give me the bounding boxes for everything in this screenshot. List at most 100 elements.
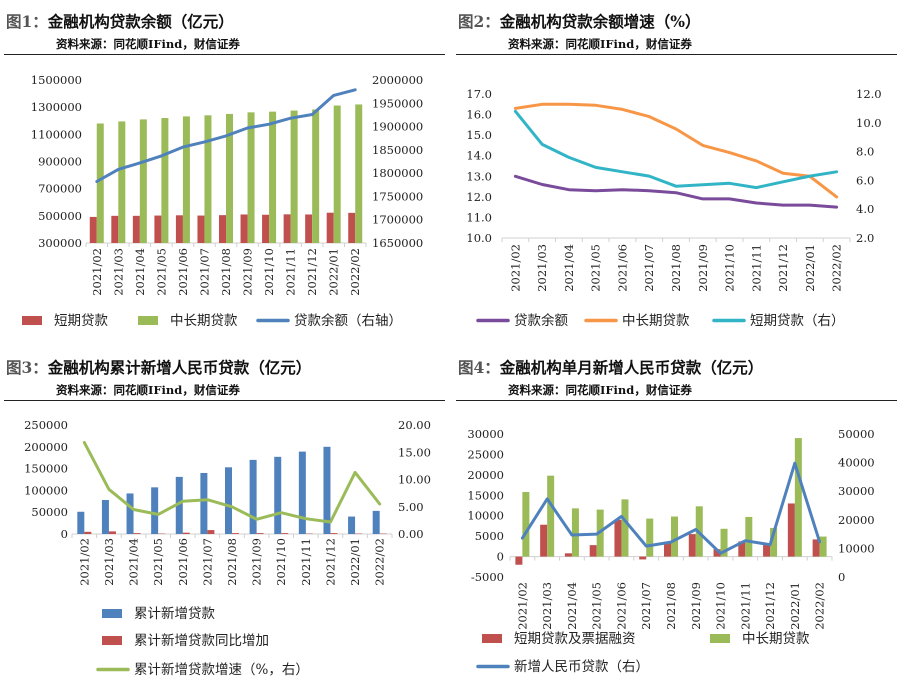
bar xyxy=(330,533,338,534)
x-tick-label: 2021/09 xyxy=(241,248,255,296)
x-tick-label: 2021/05 xyxy=(590,582,604,630)
bar xyxy=(154,215,162,243)
y-tick-label-left: 250000 xyxy=(24,418,68,432)
y-tick-label-left: 10000 xyxy=(467,509,504,523)
x-tick-label: 2021/03 xyxy=(111,248,125,296)
bar xyxy=(226,113,233,243)
panel-fig3: 图3：金融机构累计新增人民币贷款（亿元） 资料来源：同花顺IFind，财信证券 … xyxy=(0,346,451,691)
x-tick-label: 2021/11 xyxy=(738,582,752,630)
x-tick-label: 2021/08 xyxy=(669,244,683,292)
bar xyxy=(713,549,721,557)
loan-balance-chart: 300000 500000 700000 900000 1100000 1300000 15… xyxy=(22,73,423,329)
bar xyxy=(819,536,827,557)
legend-swatch xyxy=(710,634,730,643)
legend-label: 累计新增贷款增速（%，右） xyxy=(134,662,309,678)
x-tick-label: 2022/01 xyxy=(327,248,341,296)
bar xyxy=(720,528,728,557)
y-tick-label-left: 30000 xyxy=(467,427,504,441)
bar xyxy=(812,539,820,557)
y-tick-label-right: 12.0 xyxy=(856,87,882,101)
bar xyxy=(372,510,380,534)
y-tick-label-left: 12.0 xyxy=(466,190,492,204)
x-tick-label: 2021/12 xyxy=(305,248,319,296)
x-tick-label: 2021/02 xyxy=(77,538,91,586)
y-tick-label-right: 20.00 xyxy=(398,418,431,432)
panel-fig4: 图4：金融机构单月新增人民币贷款（亿元） 资料来源：同花顺IFind，财信证券 … xyxy=(452,346,903,691)
x-tick-label: 2021/11 xyxy=(299,538,313,586)
x-tick-label: 2021/04 xyxy=(127,538,141,586)
y-tick-label-right: 5.00 xyxy=(398,500,424,514)
bar xyxy=(133,533,141,534)
legend-label: 中长期贷款 xyxy=(742,631,810,647)
y-tick-label-left: 900000 xyxy=(38,155,82,169)
bar xyxy=(688,534,696,557)
bar xyxy=(333,105,341,243)
panel-fig2: 图2：金融机构贷款余额增速（%） 资料来源：同花顺IFind，财信证券 10.0… xyxy=(452,0,903,345)
x-tick-label: 2021/06 xyxy=(614,582,628,630)
legend-swatch xyxy=(482,634,502,643)
y-tick-label-left: 500000 xyxy=(38,209,82,223)
x-tick-label: 2021/12 xyxy=(763,582,777,630)
bar xyxy=(151,487,159,534)
bar xyxy=(232,533,239,534)
bar xyxy=(745,516,753,557)
chart-title: 图4：金融机构单月新增人民币贷款（亿元） xyxy=(458,358,764,377)
x-tick-label: 2022/01 xyxy=(788,582,802,630)
bar xyxy=(108,531,116,534)
title-rule xyxy=(4,400,445,401)
bar xyxy=(274,456,282,534)
bar xyxy=(175,476,183,534)
bar xyxy=(589,545,597,557)
y-tick-label-right: 50000 xyxy=(838,427,875,441)
bar xyxy=(182,116,190,243)
title-rule xyxy=(456,400,897,401)
y-tick-label-right: 1750000 xyxy=(372,189,423,203)
y-tick-label-right: 8.0 xyxy=(856,145,874,159)
y-tick-label-left: 5000 xyxy=(475,529,504,543)
x-tick-label: 2021/02 xyxy=(90,248,104,296)
y-tick-label-right: 6.0 xyxy=(856,173,874,187)
x-tick-label: 2021/03 xyxy=(540,582,554,630)
x-tick-label: 2021/02 xyxy=(508,244,522,292)
y-tick-label-left: 700000 xyxy=(38,182,82,196)
bar xyxy=(763,544,771,557)
x-tick-label: 2022/01 xyxy=(348,538,362,586)
legend-swatch xyxy=(102,609,122,618)
y-tick-label-right: 2.0 xyxy=(856,231,874,245)
bar xyxy=(126,493,134,534)
y-tick-label-right: 0 xyxy=(838,570,845,584)
bar xyxy=(355,104,363,243)
y-tick-label-right: 40000 xyxy=(838,456,875,470)
legend-swatch xyxy=(138,316,158,325)
bar xyxy=(787,503,795,557)
y-tick-label-right: 1800000 xyxy=(372,166,423,180)
bar xyxy=(794,438,802,557)
y-tick-label-left: 15.0 xyxy=(466,128,492,142)
legend-label: 中长期贷款 xyxy=(170,313,238,329)
x-tick-label: 2021/09 xyxy=(689,582,703,630)
title-rule xyxy=(456,54,897,55)
bar xyxy=(182,532,190,534)
y-tick-label-left: 1300000 xyxy=(31,100,82,114)
x-tick-label: 2021/08 xyxy=(219,248,233,296)
x-tick-label: 2021/09 xyxy=(696,244,710,292)
bar xyxy=(247,112,255,243)
panel-fig1: 图1：金融机构贷款余额（亿元） 资料来源：同花顺IFind，财信证券 30000… xyxy=(0,0,451,345)
x-tick-label: 2021/05 xyxy=(151,538,165,586)
bar xyxy=(77,511,85,534)
x-tick-label: 2021/02 xyxy=(515,582,529,630)
y-tick-label-left: 14.0 xyxy=(466,149,492,163)
x-tick-label: 2021/07 xyxy=(639,582,653,630)
x-tick-label: 2021/07 xyxy=(642,244,656,292)
bar xyxy=(770,527,778,557)
bar xyxy=(646,518,654,557)
legend-swatch xyxy=(22,316,42,325)
x-tick-label: 2021/12 xyxy=(776,244,790,292)
x-tick-label: 2022/02 xyxy=(348,248,362,296)
bar xyxy=(111,215,119,243)
x-tick-label: 2021/07 xyxy=(200,538,214,586)
bar xyxy=(219,215,226,243)
bar xyxy=(84,531,92,534)
y-tick-label-right: 10.00 xyxy=(398,473,431,487)
bar xyxy=(312,109,320,243)
